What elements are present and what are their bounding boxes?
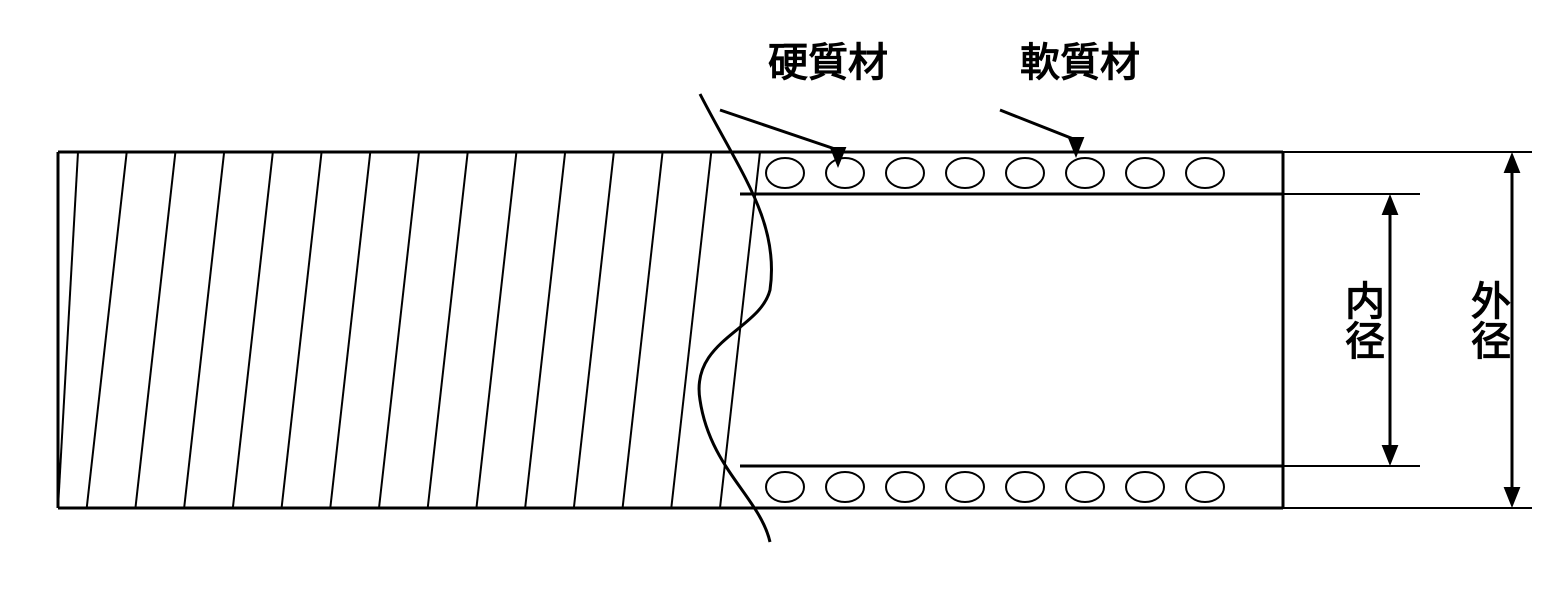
label-outer-diameter: 外径 — [1458, 280, 1516, 360]
label-hard-material: 硬質材 — [768, 30, 888, 88]
label-inner-diameter: 内径 — [1332, 280, 1390, 360]
label-soft-material: 軟質材 — [1020, 30, 1140, 88]
hose-cross-section-diagram — [0, 0, 1547, 614]
